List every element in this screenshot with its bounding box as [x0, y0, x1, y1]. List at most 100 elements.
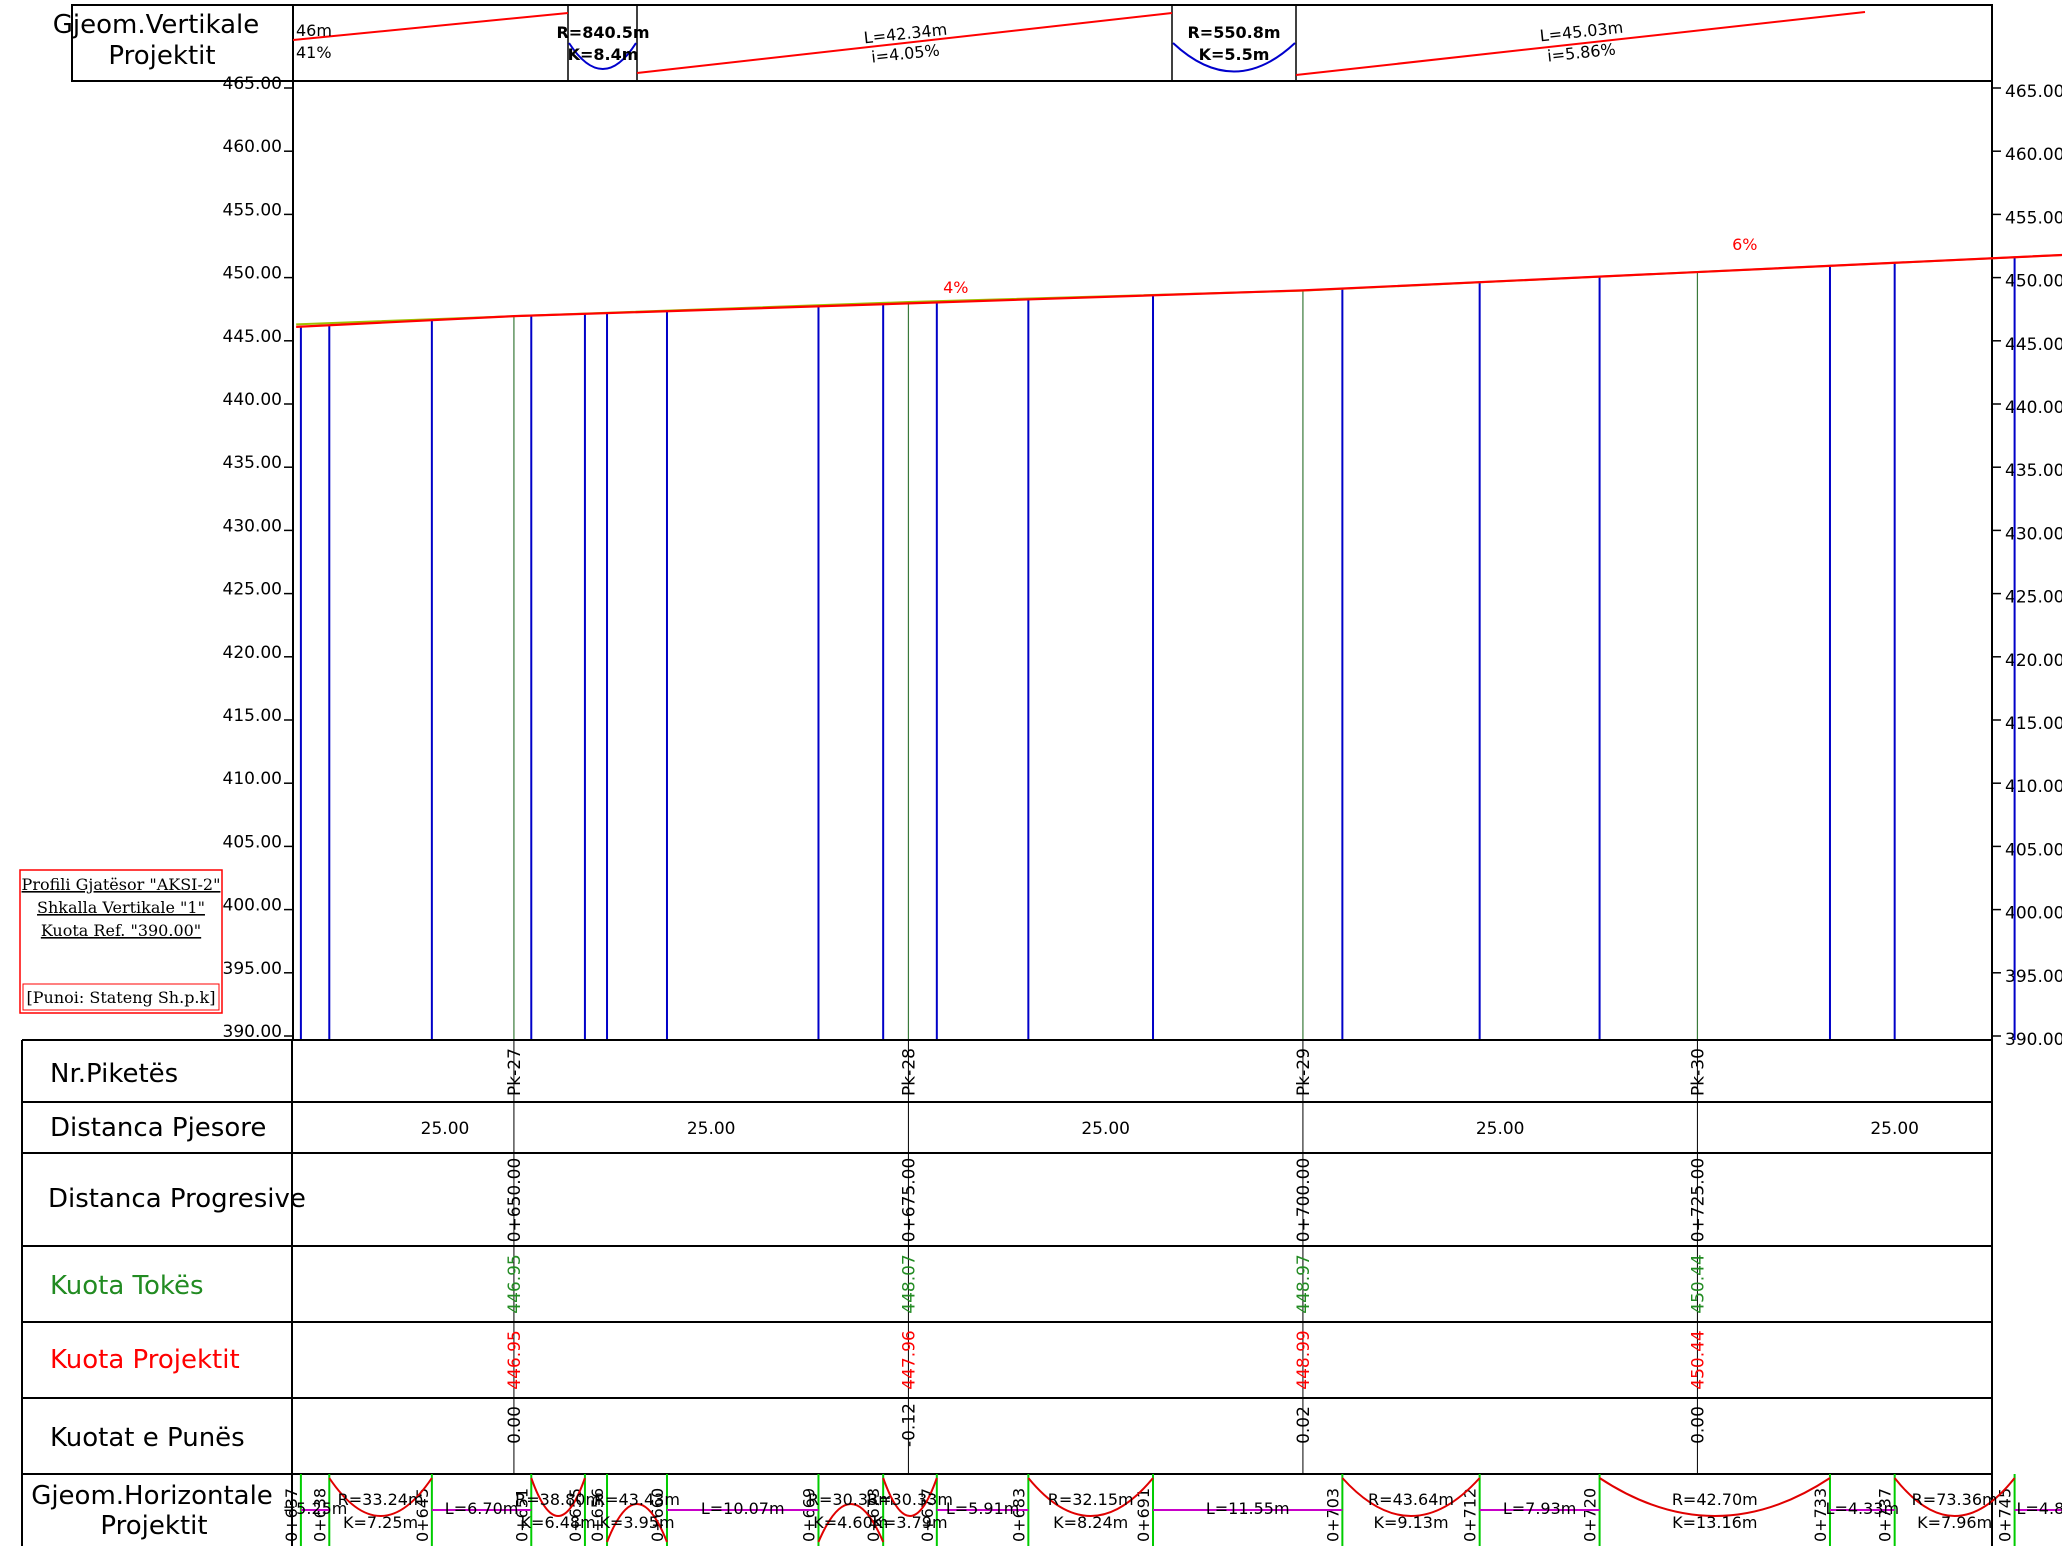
station-lines — [299, 257, 2016, 1040]
horizontal-station-label: 0+645 — [413, 1488, 432, 1542]
distanca-pjesore-value: 25.00 — [1081, 1119, 1130, 1139]
vertical-segment-4-line1: R=550.8m — [1187, 23, 1280, 42]
distanca-pjesore-value: 25.00 — [687, 1119, 736, 1139]
horizontal-item-line2: K=8.24m — [1053, 1513, 1128, 1532]
horizontal-station-label: 0+660 — [648, 1488, 667, 1542]
row-label-kuota-projektit: Kuota Projektit — [50, 1345, 240, 1375]
horizontal-item-line2: K=9.13m — [1373, 1513, 1448, 1532]
horizontal-item-line1: L=4.33m — [1826, 1499, 1900, 1518]
title-box-line2: Shkalla Vertikale "1" — [37, 898, 205, 917]
y-tick-label-right: 410.00 — [2005, 777, 2062, 797]
vertical-geometry-label-line2: Projektit — [108, 41, 215, 71]
piketa-label: Pk-30 — [1688, 1048, 1708, 1096]
horizontal-item-line1: L=10.07m — [701, 1499, 785, 1518]
horizontal-item-line1: R=42.70m — [1672, 1490, 1758, 1509]
y-tick-label-left: 410.00 — [223, 769, 282, 789]
vertical-curve-arc — [1172, 42, 1296, 73]
profile-lines — [296, 253, 2062, 328]
horizontal-station-label: 0+677 — [918, 1488, 937, 1542]
piketa-label: Pk-27 — [505, 1048, 525, 1096]
y-tick-label-right: 460.00 — [2005, 145, 2062, 165]
title-box-line3: Kuota Ref. "390.00" — [41, 921, 201, 940]
horizontal-item-line2: K=7.96m — [1917, 1513, 1992, 1532]
y-tick-label-left: 415.00 — [223, 706, 282, 726]
kuota-tokes-value: 448.07 — [899, 1254, 919, 1313]
kuota-projektit-value: 446.95 — [505, 1330, 525, 1389]
y-tick-label-right: 425.00 — [2005, 588, 2062, 608]
horizontal-station-label: 0+673 — [864, 1488, 883, 1542]
row-label-distanca-pjesore: Distanca Pjesore — [50, 1113, 266, 1143]
y-tick-label-right: 405.00 — [2005, 840, 2062, 860]
horizontal-item-line1: R=33.24m — [338, 1490, 424, 1509]
distanca-progresive-value: 0+650.00 — [505, 1158, 525, 1243]
horizontal-item-line1: R=30.33m — [808, 1490, 894, 1509]
y-tick-label-left: 455.00 — [223, 200, 282, 220]
horizontal-curve — [530, 1477, 586, 1517]
horizontal-item-line1: L=11.55m — [1206, 1499, 1290, 1518]
vertical-grade-line — [636, 12, 1173, 74]
horizontal-item-line1: R=30.33m — [867, 1490, 953, 1509]
y-tick-label-right: 415.00 — [2005, 714, 2062, 734]
vertical-grade-line — [292, 12, 569, 41]
horizontal-item-line2: K=3.95m — [599, 1513, 674, 1532]
horizontal-curve — [1893, 1477, 2016, 1517]
y-tick-label-left: 440.00 — [223, 390, 282, 410]
horizontal-station-label: 0+669 — [799, 1488, 818, 1542]
title-box-line1: Profili Gjatësor "AKSI-2" — [22, 875, 221, 894]
horizontal-item-line2: K=6.48m — [521, 1513, 596, 1532]
horizontal-item-line1: R=73.36m — [1912, 1490, 1998, 1509]
distanca-progresive-value: 0+725.00 — [1688, 1158, 1708, 1243]
kuota-projektit-value: 450.44 — [1688, 1330, 1708, 1389]
y-tick-label-left: 430.00 — [223, 516, 282, 536]
y-tick-label-left: 425.00 — [223, 580, 282, 600]
vertical-grade-line — [1295, 11, 1866, 76]
kuotat-punes-value: 0.00 — [505, 1406, 525, 1444]
vertical-segment-2-line1: R=840.5m — [556, 23, 649, 42]
grade-label: 6% — [1732, 235, 1757, 254]
piketa-label: Pk-29 — [1294, 1048, 1314, 1096]
y-tick-label-right: 390.00 — [2005, 1030, 2062, 1050]
y-tick-label-left: 465.00 — [223, 74, 282, 94]
kuota-tokes-value: 448.97 — [1294, 1254, 1314, 1313]
y-tick-label-left: 390.00 — [223, 1022, 282, 1042]
piketa-label: Pk-28 — [899, 1048, 919, 1096]
y-tick-label-right: 455.00 — [2005, 208, 2062, 228]
row-label-horizontal-line2: Projektit — [100, 1511, 207, 1541]
horizontal-curve — [1341, 1477, 1481, 1517]
vertical-segment-1-line1: 46m — [296, 21, 332, 40]
kuotat-punes-value: 0.00 — [1688, 1406, 1708, 1444]
horizontal-station-label: 0+720 — [1581, 1488, 1600, 1542]
kuotat-punes-value: 0.02 — [1294, 1406, 1314, 1444]
profile-table: Nr.Piketës Distanca Pjesore Distanca Pro… — [21, 1039, 2062, 1546]
y-tick-label-left: 395.00 — [223, 959, 282, 979]
row-label-kuotat-punes: Kuotat e Punës — [50, 1423, 245, 1453]
y-tick-label-left: 445.00 — [223, 327, 282, 347]
vertical-geometry-label-line1: Gjeom.Vertikale — [53, 10, 260, 40]
horizontal-item-line1: R=38.80m — [515, 1490, 601, 1509]
horizontal-station-label: 0+655 — [566, 1488, 585, 1542]
y-tick-label-right: 465.00 — [2005, 82, 2062, 102]
distanca-pjesore-value: 25.00 — [421, 1119, 470, 1139]
kuotat-punes-value: -0.12 — [899, 1403, 919, 1447]
design-profile-line — [296, 253, 2062, 328]
horizontal-item-line1: =5.25m — [283, 1499, 348, 1518]
left-axis-ticks: 465.00 460.00 455.00 450.00 445.00 440.00 435.… — [223, 74, 293, 1042]
horizontal-station-label: 0+651 — [512, 1488, 531, 1542]
horizontal-station-label: 0+683 — [1009, 1488, 1028, 1542]
vertical-segment-2-line2: K=8.4m — [568, 45, 639, 64]
y-tick-label-left: 460.00 — [223, 137, 282, 157]
horizontal-station-label: 0+712 — [1461, 1488, 1480, 1542]
y-tick-label-left: 420.00 — [223, 643, 282, 663]
horizontal-station-label: 0+691 — [1134, 1488, 1153, 1542]
right-axis-ticks: 465.00 460.00 455.00 450.00 445.00 440.00 435.… — [1992, 82, 2062, 1050]
table-columns: Pk-27 0+650.00 446.95 446.95 0.00 Pk-28 0+675.… — [421, 1040, 1919, 1474]
distanca-progresive-value: 0+700.00 — [1294, 1158, 1314, 1243]
grade-labels: 4% 6% — [943, 235, 1757, 297]
vertical-geometry-band: Gjeom.Vertikale Projektit 46m 41% R=840.… — [53, 4, 1993, 82]
y-tick-label-right: 395.00 — [2005, 967, 2062, 987]
grade-label: 4% — [943, 278, 968, 297]
horizontal-station-label: 0+703 — [1323, 1488, 1342, 1542]
horizontal-curve — [328, 1477, 433, 1517]
distanca-pjesore-value: 25.00 — [1870, 1119, 1919, 1139]
y-tick-label-left: 435.00 — [223, 453, 282, 473]
